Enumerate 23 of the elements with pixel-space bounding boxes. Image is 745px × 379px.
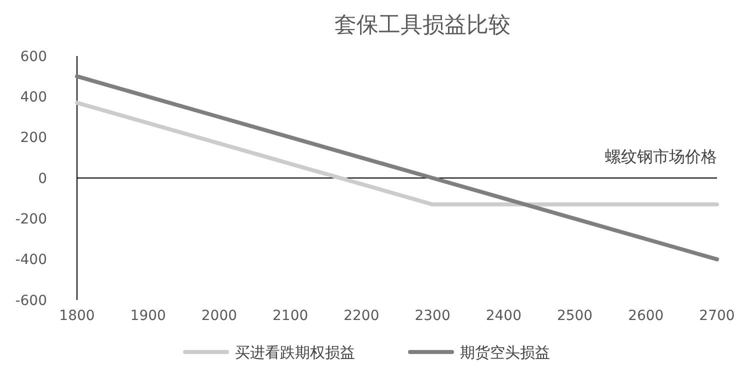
x-tick-label: 1800 [59, 308, 95, 324]
x-tick-label: 2100 [272, 308, 308, 324]
line-series [75, 74, 719, 262]
y-tick-label: 200 [20, 130, 47, 146]
y-tick-label: -200 [15, 212, 47, 228]
line-series [75, 100, 719, 206]
x-tick-label: 2200 [344, 308, 380, 324]
legend-label: 期货空头损益 [460, 343, 550, 362]
x-tick-label: 2500 [556, 308, 593, 324]
legend-label: 买进看跌期权损益 [235, 343, 355, 362]
y-tick-label: 0 [38, 170, 47, 187]
y-tick-label: 600 [20, 48, 47, 65]
x-tick-label: 2000 [201, 308, 238, 324]
y-tick-label: 400 [20, 90, 47, 106]
y-tick-label: -400 [15, 252, 47, 268]
chart-title: 套保工具损益比较 [334, 13, 510, 38]
x-axis-title: 螺纹钢市场价格 [605, 147, 717, 166]
x-tick-label: 2300 [414, 308, 450, 324]
x-tick-label: 2600 [628, 308, 664, 324]
x-tick-label: 2400 [486, 308, 522, 324]
y-tick-label: -600 [15, 292, 47, 309]
x-tick-label: 2700 [699, 308, 735, 324]
x-tick-label: 1900 [130, 308, 166, 324]
